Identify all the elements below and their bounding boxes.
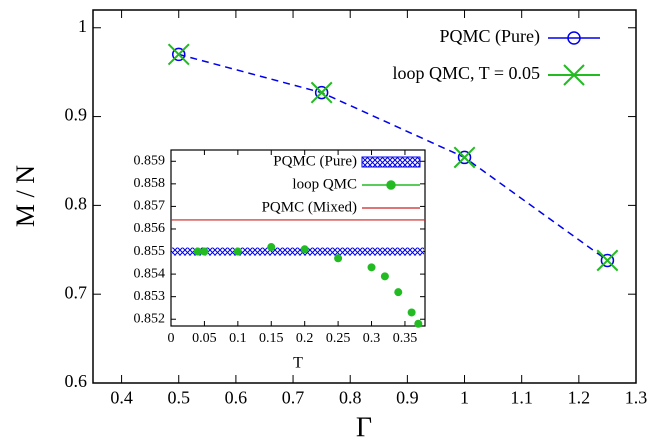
x-tick-label: 0.3: [363, 331, 381, 346]
marker: [193, 247, 202, 256]
marker: [394, 288, 403, 297]
y-axis-label: M / N: [11, 165, 40, 227]
x-tick-label: 0.5: [167, 387, 190, 407]
y-tick-label: 0.9: [65, 105, 88, 125]
y-tick-label: 0.855: [134, 244, 166, 259]
x-tick-label: 1: [460, 387, 469, 407]
legend-swatch: [361, 156, 421, 168]
x-tick-label: 0.35: [393, 331, 418, 346]
marker: [310, 81, 333, 104]
x-tick-label: 1.3: [625, 387, 648, 407]
marker: [600, 253, 615, 268]
legend-label: loop QMC: [292, 176, 357, 192]
marker: [596, 249, 619, 272]
y-tick-label: 0.856: [134, 221, 166, 236]
x-tick-label: 0.9: [396, 387, 419, 407]
marker: [380, 272, 389, 281]
x-tick-label: 0.8: [339, 387, 362, 407]
main-frame: [92, 9, 637, 384]
y-tick-label: 0.6: [65, 371, 88, 391]
y-tick-label: 0.7: [65, 282, 88, 302]
y-tick-label: 0.852: [134, 311, 166, 326]
y-tick-label: 0.854: [134, 266, 166, 281]
x-tick-label: 0.05: [192, 331, 217, 346]
marker: [233, 247, 242, 256]
x-tick-label: 0.15: [259, 331, 284, 346]
legend-label: loop QMC, T = 0.05: [392, 63, 540, 83]
y-tick-label: 0.8: [65, 194, 88, 214]
marker: [334, 254, 343, 263]
marker: [267, 243, 276, 252]
y-tick-label: 0.858: [134, 176, 166, 191]
series-line: [178, 53, 608, 262]
x-tick-label: 0.25: [326, 331, 351, 346]
inset-x-axis-label: T: [293, 355, 303, 372]
x-tick-label: 0.7: [282, 387, 305, 407]
legend-marker: [386, 180, 396, 190]
x-tick-label: 0.6: [225, 387, 248, 407]
band: [172, 247, 424, 256]
x-tick-label: 0.1: [229, 331, 247, 346]
marker: [314, 85, 329, 100]
marker: [453, 146, 476, 169]
marker: [171, 47, 186, 62]
y-tick-label: 0.859: [134, 154, 166, 169]
y-tick-label: 0.857: [134, 199, 166, 214]
x-axis-label: Γ: [356, 412, 372, 443]
x-tick-label: 0.2: [296, 331, 314, 346]
legend-label: PQMC (Pure): [439, 26, 540, 47]
legend-marker: [563, 64, 585, 86]
marker: [200, 247, 209, 256]
marker: [167, 43, 190, 66]
x-tick-label: 1.2: [568, 387, 591, 407]
x-tick-label: 1.1: [510, 387, 533, 407]
legend-label: PQMC (Pure): [273, 153, 357, 169]
marker: [367, 263, 376, 272]
legend-marker: [567, 31, 581, 45]
marker: [414, 319, 423, 328]
marker: [407, 308, 416, 317]
legend-label: PQMC (Mixed): [262, 199, 357, 215]
x-tick-label: 0: [168, 331, 175, 346]
x-tick-label: 0.4: [110, 387, 133, 407]
inset-frame: [170, 149, 426, 327]
marker: [300, 245, 309, 254]
marker: [457, 150, 472, 165]
y-tick-label: 1: [78, 16, 87, 36]
y-tick-label: 0.853: [134, 289, 166, 304]
